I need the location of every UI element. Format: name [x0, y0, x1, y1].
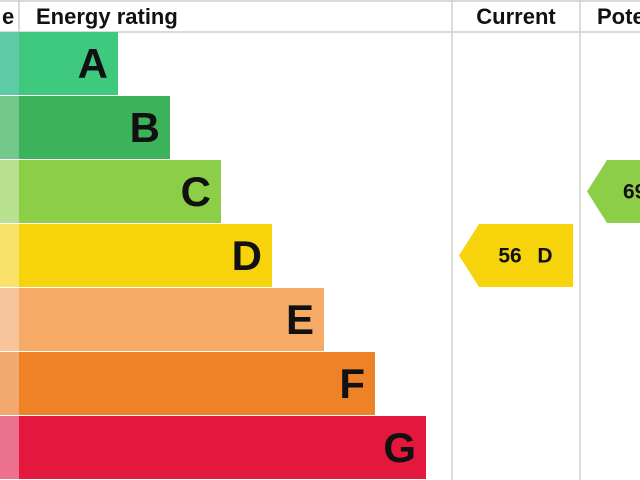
band-bar: [19, 160, 221, 223]
potential-score: 69: [623, 181, 640, 204]
score-strip: [0, 352, 19, 415]
score-strip: [0, 96, 19, 159]
band-letter: A: [78, 40, 108, 87]
header-score: e: [2, 4, 14, 29]
potential-arrow: [587, 160, 640, 223]
band-letter: E: [286, 296, 314, 343]
score-strip: [0, 288, 19, 351]
band-bar: [19, 96, 170, 159]
band-letter: D: [232, 232, 262, 279]
score-strip: [0, 416, 19, 479]
band-bar: [19, 352, 375, 415]
band-letter: F: [339, 360, 365, 407]
header-current: Current: [476, 4, 556, 29]
band-bar: [19, 224, 272, 287]
band-letter: G: [383, 424, 416, 471]
header-potential: Pote: [597, 4, 640, 29]
band-bar: [19, 288, 324, 351]
current-band: D: [537, 245, 552, 268]
score-strip: [0, 32, 19, 95]
score-strip: [0, 160, 19, 223]
score-strip: [0, 224, 19, 287]
band-bar: [19, 32, 118, 95]
band-letter: B: [130, 104, 160, 151]
current-score: 56: [498, 245, 521, 268]
header-rating: Energy rating: [36, 4, 178, 29]
band-letter: C: [181, 168, 211, 215]
band-bar: [19, 416, 426, 479]
current-arrow: [459, 224, 573, 287]
